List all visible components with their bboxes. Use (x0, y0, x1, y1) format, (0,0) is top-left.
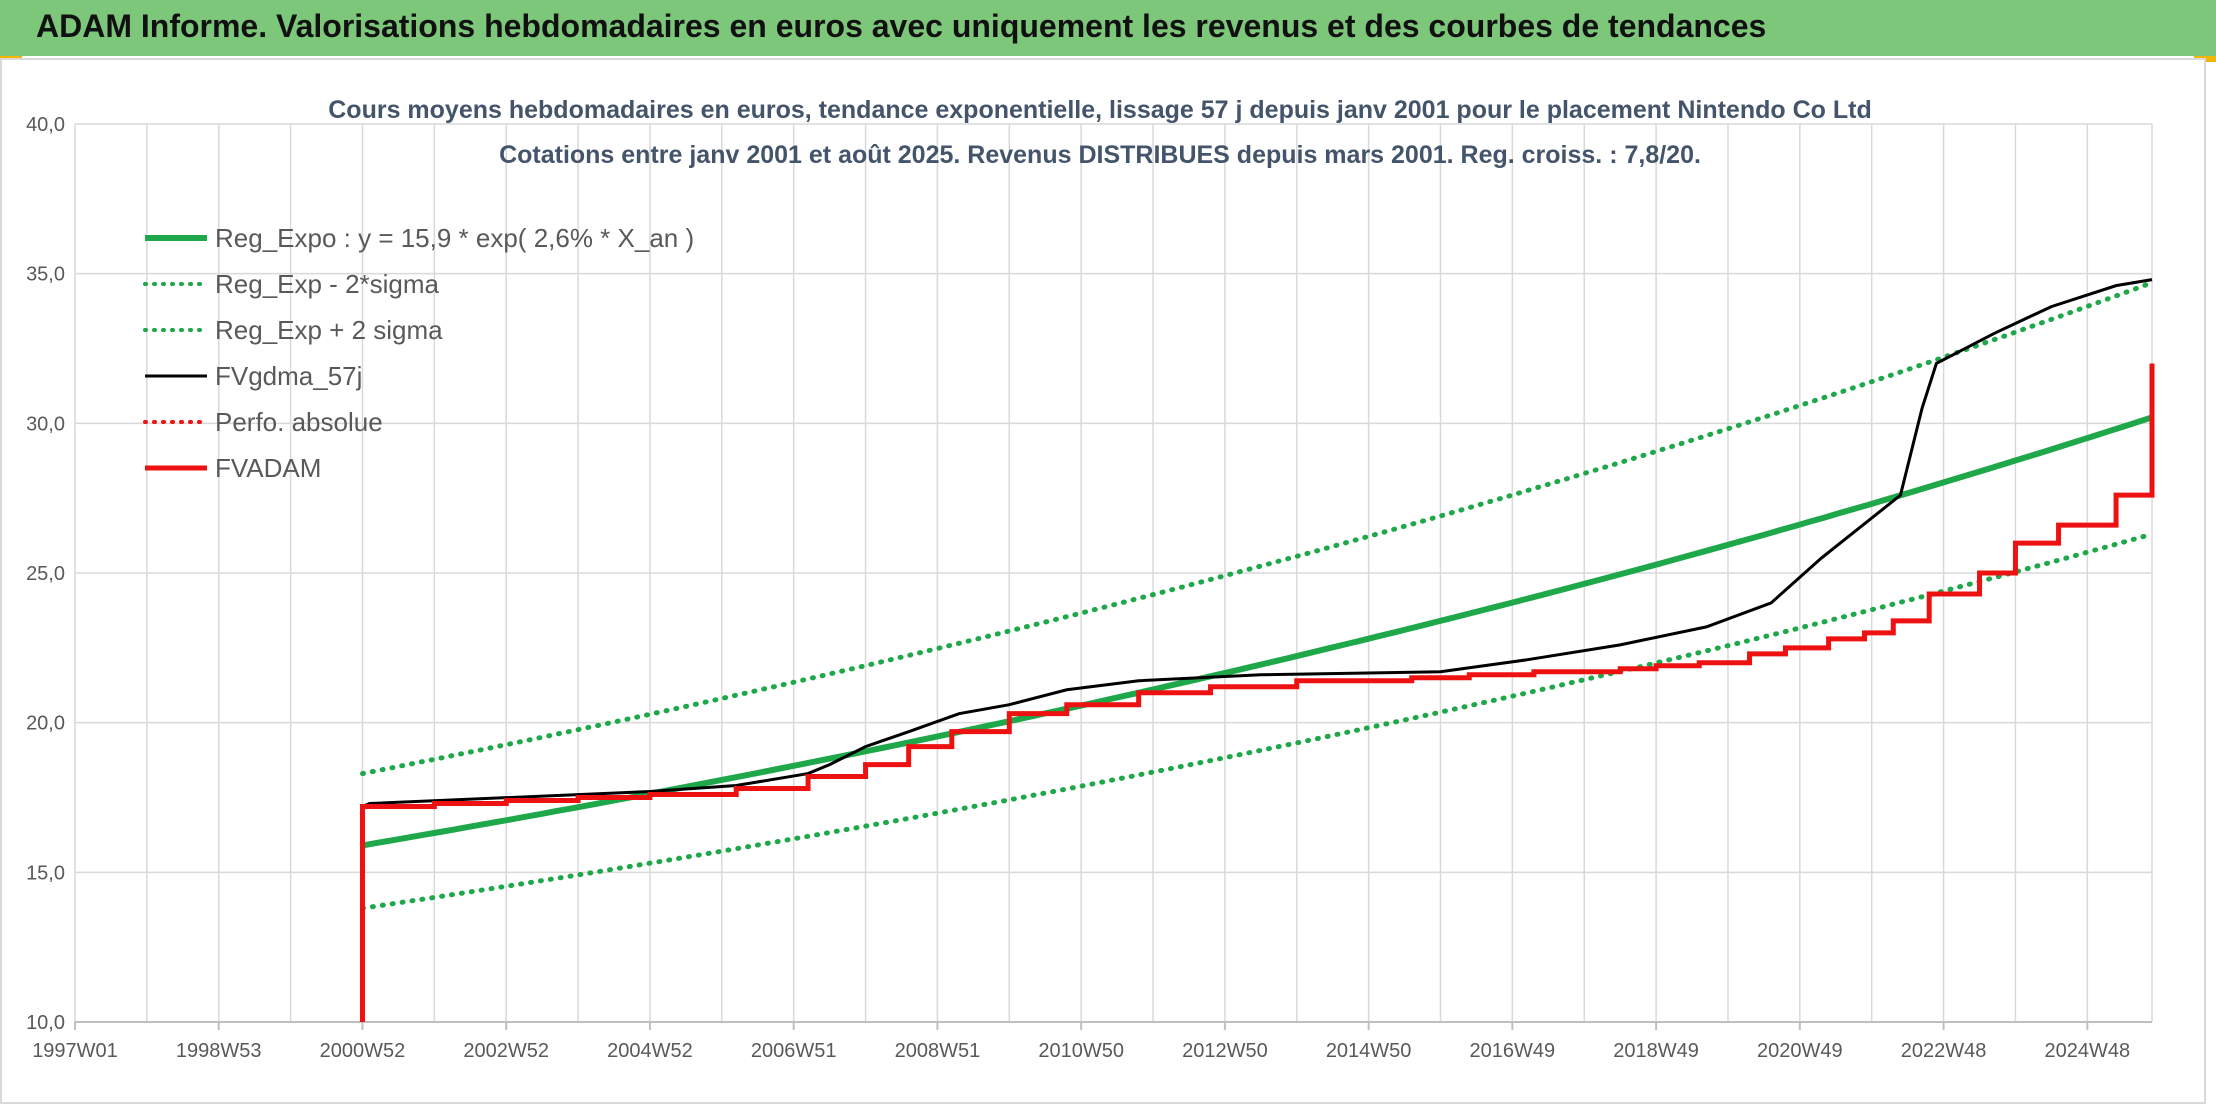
x-tick-label: 1997W01 (32, 1040, 118, 1062)
legend-label: FVADAM (215, 453, 321, 483)
chart-grid (74, 123, 2153, 1023)
reg-plus-sigma-line (360, 280, 2155, 777)
y-tick-label: 10,0 (26, 1012, 65, 1034)
x-tick-label: 2010W50 (1038, 1040, 1124, 1062)
y-tick-label: 25,0 (26, 563, 65, 585)
fvgdma-line (361, 278, 2153, 808)
x-tick-label: 2024W48 (2045, 1040, 2131, 1062)
x-tick-label: 2012W50 (1182, 1040, 1268, 1062)
chart-axes: 10,0 15,0 20,0 25,0 30,0 35,0 40,0 1997W01 1998W… (26, 114, 2152, 1062)
legend-label: Reg_Expo : y = 15,9 * exp( 2,6% * X_an ) (215, 223, 694, 253)
y-tick-label: 35,0 (26, 264, 65, 286)
report-title: ADAM Informe. Valorisations hebdomadaire… (36, 8, 1767, 44)
report-banner: ADAM Informe. Valorisations hebdomadaire… (0, 0, 2216, 56)
x-tick-label: 2016W49 (1470, 1040, 1556, 1062)
x-tick-label: 2000W52 (320, 1040, 406, 1062)
legend-label: FVgdma_57j (215, 361, 362, 391)
y-tick-label: 40,0 (26, 114, 65, 136)
chart-subtitle: Cotations entre janv 2001 et août 2025. … (499, 141, 1701, 169)
y-tick-label: 15,0 (26, 862, 65, 884)
legend-label: Perfo. absolue (215, 407, 383, 437)
y-tick-label: 20,0 (26, 713, 65, 735)
x-tick-label: 2008W51 (895, 1040, 981, 1062)
x-tick-label: 2006W51 (751, 1040, 837, 1062)
y-tick-label: 30,0 (26, 413, 65, 435)
fvadam-line (359, 363, 2155, 1022)
reg-minus-sigma-line (360, 531, 2155, 911)
legend-label: Reg_Exp - 2*sigma (215, 269, 440, 299)
x-tick-label: 1998W53 (176, 1040, 262, 1062)
x-tick-label: 2022W48 (1901, 1040, 1987, 1062)
chart-series (359, 278, 2155, 1022)
x-tick-label: 2020W49 (1757, 1040, 1843, 1062)
x-tick-label: 2002W52 (463, 1040, 549, 1062)
x-tick-label: 2004W52 (607, 1040, 693, 1062)
x-tick-label: 2018W49 (1613, 1040, 1699, 1062)
chart-legend: Reg_Expo : y = 15,9 * exp( 2,6% * X_an )… (143, 223, 694, 483)
x-tick-label: 2014W50 (1326, 1040, 1412, 1062)
chart-area (0, 58, 2206, 1104)
legend-label: Reg_Exp + 2 sigma (215, 315, 443, 345)
chart-title: Cours moyens hebdomadaires en euros, ten… (328, 96, 1871, 124)
